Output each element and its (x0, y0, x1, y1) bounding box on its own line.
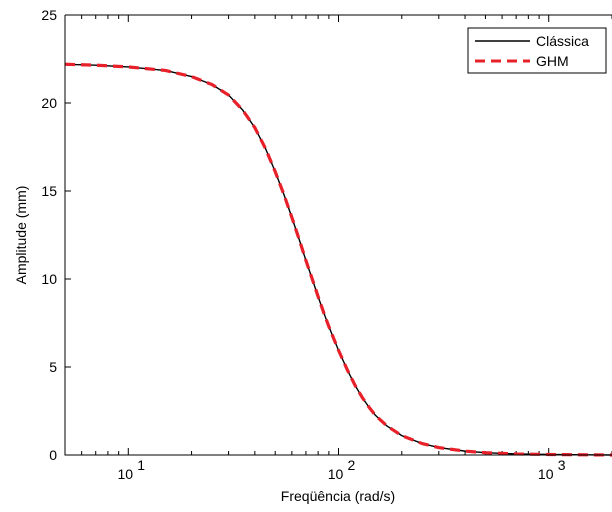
x-tick-label-base: 10 (538, 466, 554, 482)
plot-frame (64, 14, 612, 456)
x-tick-label: 103 (538, 457, 566, 482)
legend-box (467, 27, 607, 74)
x-tick-label-exponent: 2 (348, 457, 356, 473)
x-tick-label: 101 (117, 457, 145, 482)
minor-ticks (64, 15, 612, 455)
x-tick-label-base: 10 (117, 466, 133, 482)
y-tick-label: 15 (41, 183, 57, 199)
legend-label-ghm: GHM (536, 53, 569, 69)
legend: Clássica GHM (467, 27, 607, 74)
y-tick-label: 5 (49, 359, 57, 375)
series-line-ghm (64, 62, 612, 457)
plot-area (65, 15, 612, 455)
y-tick-label: 10 (41, 271, 57, 287)
y-tick-labels: 0 5 10 15 20 25 (41, 7, 57, 463)
y-tick-label: 20 (41, 95, 57, 111)
x-tick-label: 102 (328, 457, 356, 482)
y-tick-label: 0 (49, 447, 57, 463)
x-tick-label-base: 10 (328, 466, 344, 482)
y-tick-label: 25 (41, 7, 57, 23)
series-layer (64, 62, 612, 457)
x-tick-label-exponent: 3 (558, 457, 566, 473)
x-tick-label-exponent: 1 (137, 457, 145, 473)
legend-label-classica: Clássica (536, 33, 589, 49)
y-axis-label: Amplitude (mm) (13, 186, 29, 285)
x-axis-label: Freqüência (rad/s) (281, 488, 395, 504)
